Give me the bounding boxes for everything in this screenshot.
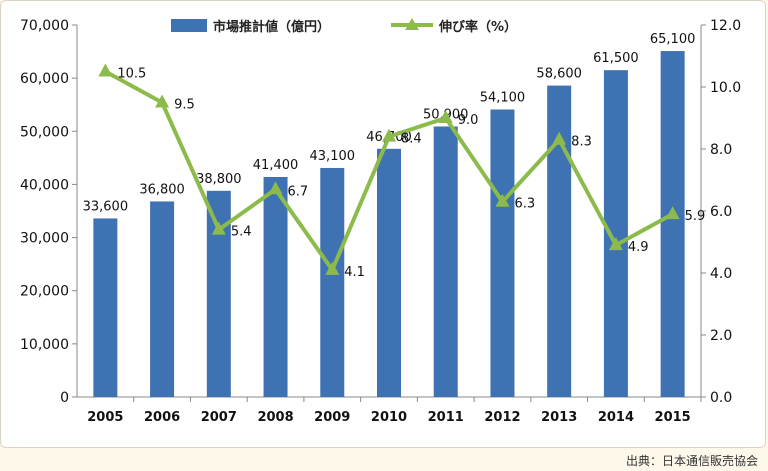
x-tick-label: 2005 [87,410,123,425]
line-value-label: 8.4 [401,132,422,147]
bar [263,176,288,397]
line-value-label: 10.5 [117,67,146,82]
bar [377,148,401,397]
x-tick-label: 2012 [484,410,520,425]
line-marker [211,221,226,235]
bar-value-labels: 33,60036,80038,80041,40043,10046,70050,9… [83,32,696,214]
y-right-tick-label: 8.0 [710,142,732,158]
legend-line-marker [405,18,419,30]
y-left-tick-label: 10,000 [20,337,69,353]
line-marker [268,181,283,195]
x-tick-label: 2006 [144,410,180,425]
line-value-label: 9.0 [458,113,479,128]
x-tick-label: 2015 [655,410,691,425]
bar [660,51,685,397]
bar [490,109,515,398]
bar [320,167,345,397]
y-right-tick-label: 12.0 [710,18,741,34]
line-value-label: 4.9 [628,240,649,255]
legend-bar-swatch [171,19,207,32]
legend-line-label: 伸び率（%） [438,19,517,35]
y-right-tick-label: 6.0 [710,204,732,220]
y-right-tick-label: 0.0 [710,390,732,406]
y-left-tick-label: 70,000 [20,18,69,34]
line-marker [382,128,396,142]
line-series [98,63,680,275]
x-tick-label: 2014 [598,410,634,425]
bar [433,126,458,397]
line-marker [98,63,113,77]
combo-chart: 市場推計値（億円） 伸び率（%） 0 10,000 20,000 30,000 40,0… [20,18,741,425]
y-left-tick-label: 60,000 [20,71,69,87]
bar-value-label: 43,100 [310,149,356,164]
y-right-tick-label: 10.0 [710,80,741,96]
chart-frame: 市場推計値（億円） 伸び率（%） 0 10,000 20,000 30,000 40,0… [0,0,766,448]
y-left-tick-label: 30,000 [20,231,69,247]
y-right-tick-label: 4.0 [710,266,732,282]
x-tick-label: 2010 [371,410,407,425]
bar [93,218,118,397]
bar-value-label: 38,800 [196,172,242,187]
x-tick-label: 2008 [257,410,293,425]
line-marker [155,94,170,108]
y-left-tick-label: 20,000 [20,284,69,300]
line-value-label: 5.9 [685,209,706,224]
line-marker [665,206,680,220]
legend: 市場推計値（億円） 伸び率（%） [171,18,517,35]
line-value-label: 5.4 [231,225,252,240]
line-value-labels: 10.5 9.5 5.4 6.7 4.1 8.4 9.0 6.3 8.3 4.9 5.9 [117,67,705,280]
line-marker [608,237,623,251]
x-tick-label: 2007 [201,410,237,425]
y-left-tick-label: 50,000 [20,124,69,140]
y-left-tick-label: 0 [60,390,69,406]
bar-value-label: 54,100 [480,90,526,105]
source-note: 出典：日本通信販売協会 [625,454,758,468]
x-tick-label: 2011 [428,410,464,425]
x-tick-label: 2013 [541,410,577,425]
line-marker [325,261,340,275]
bar-value-label: 65,100 [650,32,696,47]
bar-series [93,51,685,398]
line-marker [495,193,510,207]
line-value-label: 8.3 [571,135,592,150]
line-value-label: 4.1 [344,265,365,280]
bar [150,201,175,397]
bar-value-label: 61,500 [593,51,639,66]
bar-value-label: 41,400 [253,158,299,173]
y-right-tick-label: 2.0 [710,328,732,344]
line-value-label: 6.7 [288,184,309,199]
bar-value-label: 33,600 [83,199,129,214]
x-tick-label: 2009 [314,410,350,425]
line-marker [552,131,567,145]
bar-value-label: 58,600 [536,67,582,82]
bar-value-label: 36,800 [139,182,185,197]
line-value-label: 9.5 [174,98,195,113]
axes: 0 10,000 20,000 30,000 40,000 50,000 60,000 70,… [20,18,741,425]
y-left-tick-label: 40,000 [20,177,69,193]
legend-bar-label: 市場推計値（億円） [213,19,330,35]
line-marker [438,110,453,123]
line-value-label: 6.3 [514,197,535,212]
